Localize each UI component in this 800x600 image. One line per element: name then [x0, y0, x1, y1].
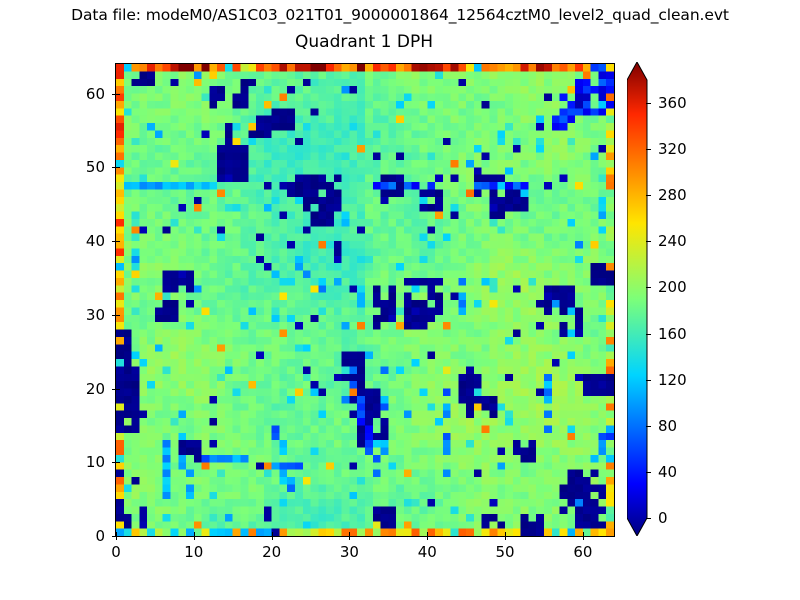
colorbar-tick-mark	[646, 241, 651, 243]
y-tick-mark-inner	[116, 241, 120, 242]
figure-suptitle: Data file: modeM0/AS1C03_021T01_90000018…	[71, 6, 729, 24]
x-tick-mark	[349, 536, 351, 540]
x-tick-label: 40	[417, 543, 437, 561]
colorbar-tick-mark	[646, 287, 651, 289]
y-tick-mark	[112, 241, 116, 242]
x-tick-label: 0	[111, 543, 121, 561]
colorbar-tick-label: 40	[658, 462, 678, 481]
colorbar-tick-label: 240	[658, 232, 687, 251]
colorbar-tick-mark	[646, 471, 651, 473]
x-tick-mark-inner	[349, 532, 351, 536]
colorbar-tick-label: 0	[658, 509, 668, 527]
axes-title: Quadrant 1 DPH	[295, 32, 433, 52]
y-tick-mark	[112, 167, 116, 169]
y-tick-mark-inner	[116, 536, 120, 537]
y-tick-mark	[112, 388, 116, 390]
colorbar-tick-label: 120	[658, 370, 687, 389]
colorbar-tick-label: 280	[658, 186, 687, 205]
colorbar-tick-mark	[646, 425, 651, 427]
y-tick-label: 20	[85, 379, 105, 398]
x-tick-mark-inner	[193, 532, 195, 536]
heatmap-axes: 0 10 20 30 40 50 60 0 10 20 30 40 50 60	[86, 63, 615, 561]
x-tick-mark-inner	[116, 532, 117, 536]
x-tick-label: 50	[495, 543, 515, 561]
y-tick-label: 50	[85, 158, 105, 177]
colorbar-tick-mark	[646, 333, 651, 335]
x-tick-mark	[193, 536, 195, 540]
x-tick-mark	[505, 536, 507, 540]
colorbar-tick-mark	[646, 379, 651, 381]
y-tick-label: 40	[85, 232, 105, 250]
y-tick-mark	[112, 536, 116, 537]
colorbar-tick-mark	[646, 518, 651, 519]
colorbar-tick-label: 160	[658, 324, 687, 343]
x-tick-label: 30	[339, 543, 359, 561]
colorbar-tick-label: 80	[658, 416, 678, 435]
colorbar: 0 40 80 120 160 200 240 280 320 360	[627, 62, 687, 536]
y-tick-mark	[112, 462, 116, 464]
colorbar-tick-label: 360	[658, 94, 687, 113]
x-tick-label: 60	[573, 543, 593, 561]
colorbar-gradient	[627, 62, 648, 536]
y-tick-label: 10	[85, 453, 105, 472]
y-tick-mark-inner	[116, 462, 120, 464]
y-tick-mark-inner	[116, 167, 120, 169]
x-tick-mark-inner	[271, 532, 273, 536]
x-tick-label: 20	[262, 543, 282, 561]
y-tick-mark-inner	[116, 314, 120, 316]
x-tick-mark-inner	[505, 532, 507, 536]
x-tick-mark-inner	[582, 532, 584, 536]
y-tick-label: 0	[95, 527, 105, 545]
y-tick-mark-inner	[116, 388, 120, 390]
y-tick-label: 30	[85, 305, 105, 324]
x-tick-mark	[271, 536, 273, 540]
x-tick-label: 10	[184, 543, 204, 561]
y-tick-mark-inner	[116, 93, 120, 95]
x-tick-mark-inner	[427, 532, 429, 536]
heatmap-image	[116, 64, 614, 536]
x-tick-mark	[116, 536, 117, 540]
y-tick-label: 60	[85, 84, 105, 103]
colorbar-tick-mark	[646, 195, 651, 197]
colorbar-tick-mark	[646, 149, 651, 151]
colorbar-tick-mark	[646, 103, 651, 105]
y-tick-mark	[112, 314, 116, 316]
colorbar-tick-label: 320	[658, 140, 687, 159]
colorbar-tick-label: 200	[658, 278, 687, 297]
x-tick-mark	[582, 536, 584, 540]
x-tick-mark	[427, 536, 429, 540]
y-tick-mark	[112, 93, 116, 95]
